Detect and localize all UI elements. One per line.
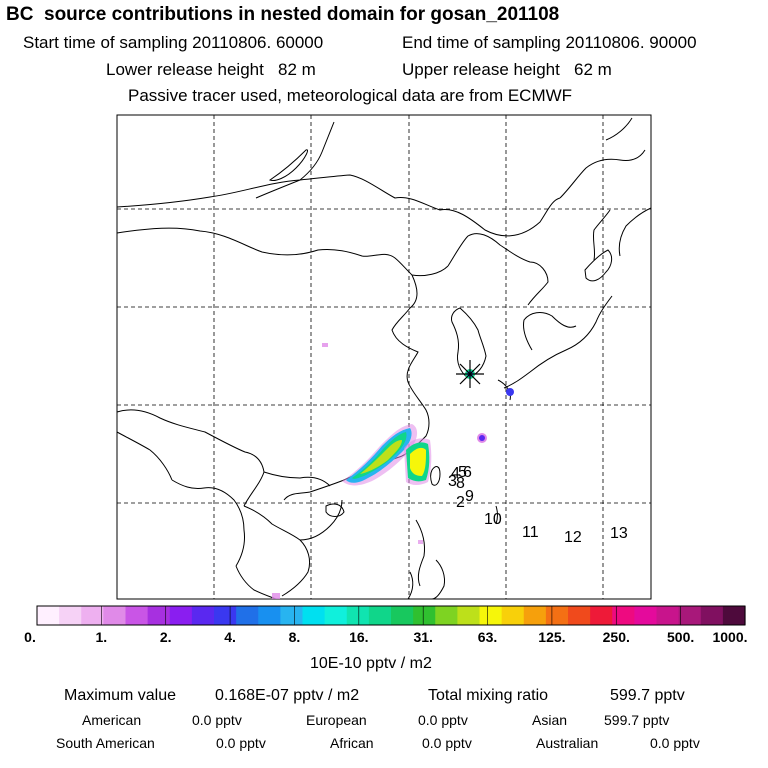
lower-release-label: Lower release height 82 m xyxy=(106,60,316,79)
trajectory-marker: 9 xyxy=(465,488,474,505)
trajectory-marker: 8 xyxy=(456,475,465,492)
colorbar-tick-label: 63. xyxy=(477,629,498,645)
colorbar-cell xyxy=(368,606,392,625)
trajectory-marker: 13 xyxy=(610,525,628,542)
colorbar-cell xyxy=(103,606,127,625)
colorbar-tick-label: 125. xyxy=(538,629,566,645)
american-value: 0.0 pptv xyxy=(192,712,242,728)
colorbar-cell xyxy=(413,606,436,625)
max-value-label: Maximum value xyxy=(64,687,177,704)
colorbar-cell xyxy=(523,606,547,625)
map-panel: 4 5 6 3 8 2 9 10 11 12 13 xyxy=(116,114,652,600)
colorbar-cell xyxy=(656,606,680,625)
colorbar-unit-label: 10E-10 pptv / m2 xyxy=(310,655,432,672)
concentration-plume xyxy=(272,343,514,599)
colorbar-cell xyxy=(479,606,503,625)
colorbar-tick-label: 1000. xyxy=(712,629,748,645)
colorbar-tick-label: 16. xyxy=(349,629,369,645)
receptor-star-icon xyxy=(456,360,484,388)
colorbar-tick-label: 500. xyxy=(667,629,695,645)
colorbar-tick-label: 0. xyxy=(24,629,36,645)
south-american-label: South American xyxy=(56,735,155,751)
colorbar-tick-label: 2. xyxy=(159,629,172,645)
colorbar-cell xyxy=(346,606,370,625)
coastlines-borders xyxy=(116,117,652,600)
total-mixing-value: 599.7 pptv xyxy=(610,687,685,704)
trajectory-marker: 3 xyxy=(448,473,457,490)
colorbar-cell xyxy=(236,606,259,625)
colorbar-cell xyxy=(391,606,414,625)
colorbar-cell xyxy=(590,606,613,625)
upper-release-label: Upper release height 62 m xyxy=(402,60,612,79)
colorbar-cell xyxy=(568,606,591,625)
trajectory-marker: 4 xyxy=(451,465,460,482)
australian-label: Australian xyxy=(536,735,599,751)
colorbar-cell xyxy=(634,606,658,625)
colorbar-cell xyxy=(501,606,525,625)
colorbar-cell xyxy=(722,606,746,625)
total-mixing-label: Total mixing ratio xyxy=(428,687,549,704)
colorbar-cell xyxy=(191,606,215,625)
american-label: American xyxy=(82,712,142,728)
colorbar-cell xyxy=(125,606,149,625)
trajectory-marker: 6 xyxy=(463,464,472,481)
asian-label: Asian xyxy=(532,712,568,728)
colorbar-tick-label: 250. xyxy=(602,629,630,645)
colorbar-cell xyxy=(302,606,326,625)
colorbar-cell xyxy=(214,606,237,625)
european-value: 0.0 pptv xyxy=(418,712,468,728)
colorbar-cell xyxy=(147,606,171,625)
colorbar-tick-label: 8. xyxy=(288,629,301,645)
colorbar-cell xyxy=(545,606,569,625)
start-time-label: Start time of sampling 20110806. 60000 xyxy=(23,33,324,52)
australian-value: 0.0 pptv xyxy=(650,735,700,751)
max-value: 0.168E-07 pptv / m2 xyxy=(215,687,360,704)
colorbar-cell xyxy=(258,606,281,625)
trajectory-marker: 2 xyxy=(456,494,465,511)
colorbar-cell xyxy=(324,606,348,625)
colorbar xyxy=(36,605,746,626)
colorbar-cell xyxy=(700,606,724,625)
colorbar-tick-label: 4. xyxy=(224,629,236,645)
trajectory-marker: 5 xyxy=(458,464,467,481)
colorbar-cell xyxy=(457,606,481,625)
south-american-value: 0.0 pptv xyxy=(216,735,266,751)
african-label: African xyxy=(330,735,374,751)
trajectory-marker: 12 xyxy=(564,529,582,546)
colorbar-cell xyxy=(81,606,104,625)
asian-value: 599.7 pptv xyxy=(604,712,670,728)
trajectory-marker: 10 xyxy=(484,511,502,528)
colorbar-cell xyxy=(612,606,635,625)
end-time-label: End time of sampling 20110806. 90000 xyxy=(402,33,697,52)
european-label: European xyxy=(306,712,367,728)
colorbar-cell xyxy=(59,606,82,625)
tracer-note: Passive tracer used, meteorological data… xyxy=(128,86,573,105)
lat-lon-grid xyxy=(117,115,651,599)
colorbar-tick-label: 31. xyxy=(413,629,433,645)
page-title: BC source contributions in nested domain… xyxy=(6,4,560,25)
colorbar-cell xyxy=(280,606,304,625)
colorbar-cell xyxy=(678,606,702,625)
african-value: 0.0 pptv xyxy=(422,735,472,751)
colorbar-cell xyxy=(435,606,458,625)
colorbar-cell xyxy=(37,606,60,625)
trajectory-marker: 11 xyxy=(522,524,539,541)
trajectory-markers: 4 5 6 3 8 2 9 10 11 12 13 xyxy=(448,464,628,546)
colorbar-tick-label: 1. xyxy=(95,629,108,645)
colorbar-cell xyxy=(169,606,193,625)
